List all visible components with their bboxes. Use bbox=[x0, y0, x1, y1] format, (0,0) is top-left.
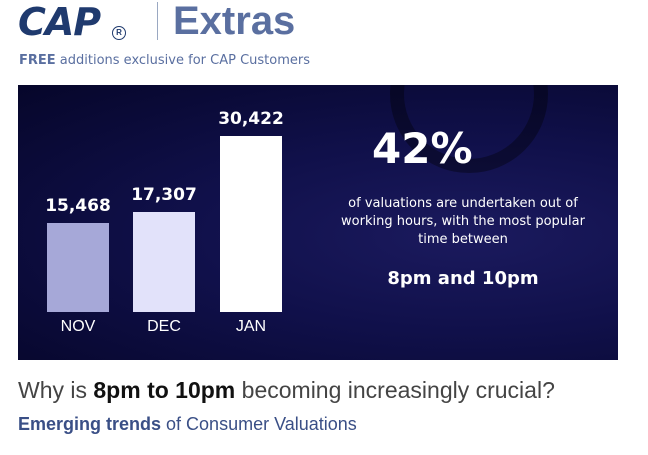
question-post: becoming increasingly crucial? bbox=[235, 377, 555, 403]
subline-bold: Emerging trends bbox=[18, 414, 162, 434]
headline-question[interactable]: Why is 8pm to 10pm becoming increasingly… bbox=[18, 377, 555, 404]
subheadline[interactable]: Emerging trends of Consumer Valuations bbox=[18, 414, 357, 435]
bar-value-label: 30,422 bbox=[218, 109, 284, 129]
bar-dec bbox=[133, 212, 195, 312]
tagline: FREE additions exclusive for CAP Custome… bbox=[19, 53, 310, 68]
stat-description: of valuations are undertaken out of work… bbox=[341, 196, 585, 247]
category-label: JAN bbox=[235, 318, 267, 335]
bar-jan bbox=[220, 136, 282, 312]
extras-title: Extras bbox=[173, 0, 296, 43]
header: CAP R Extras FREE additions exclusive fo… bbox=[0, 0, 648, 80]
logo-text: CAP bbox=[18, 0, 101, 44]
subline-rest: of Consumer Valuations bbox=[161, 414, 357, 434]
bar-value-label: 15,468 bbox=[45, 196, 111, 216]
bar-value-label: 17,307 bbox=[131, 185, 197, 205]
registered-mark: R bbox=[112, 26, 126, 40]
tagline-rest: additions exclusive for CAP Customers bbox=[55, 53, 310, 68]
question-bold: 8pm to 10pm bbox=[93, 377, 236, 403]
category-label: NOV bbox=[60, 318, 96, 335]
bar-nov bbox=[47, 223, 109, 312]
question-pre: Why is bbox=[18, 377, 94, 403]
cap-logo[interactable]: CAP bbox=[18, 0, 101, 44]
stat-time: 8pm and 10pm bbox=[387, 268, 539, 289]
promo-banner[interactable]: 15,468 NOV 17,307 DEC 30,422 JAN 42% of valua… bbox=[18, 85, 618, 360]
logo-divider bbox=[157, 2, 158, 40]
tagline-bold: FREE bbox=[19, 53, 56, 68]
category-label: DEC bbox=[147, 318, 181, 335]
stat-percent: 42% bbox=[372, 124, 473, 173]
